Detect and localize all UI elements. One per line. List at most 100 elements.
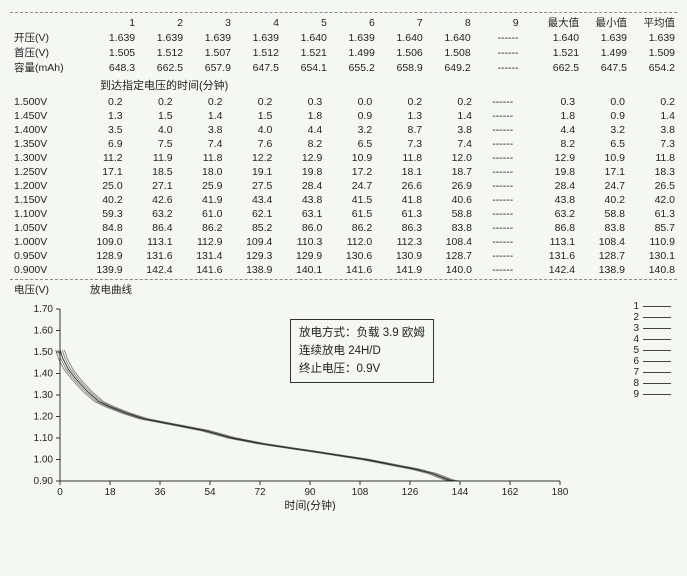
info-line-2: 连续放电 24H/D	[299, 342, 425, 360]
stat-cell: 654.2	[629, 60, 677, 75]
stat-cell: 0.0	[577, 95, 627, 109]
cell: 1.5	[125, 109, 175, 123]
cell: 63.2	[125, 207, 175, 221]
cell: ------	[474, 165, 515, 179]
cell: ------	[474, 249, 515, 263]
info-line-1: 放电方式：负载 3.9 欧姆	[299, 324, 425, 342]
cell: 1.639	[233, 30, 281, 45]
cell: ------	[473, 60, 521, 75]
svg-text:1.70: 1.70	[34, 304, 54, 315]
cell: 43.8	[274, 193, 324, 207]
cell: 61.3	[374, 207, 424, 221]
cell: 1.639	[89, 30, 137, 45]
cell: 141.6	[324, 263, 374, 277]
cell: 654.1	[281, 60, 329, 75]
cell: 7.4	[175, 137, 225, 151]
svg-text:1.10: 1.10	[34, 433, 54, 444]
time-subtitle: 到达指定电压的时间(分钟)	[10, 75, 677, 95]
row-label: 0.900V	[10, 263, 75, 277]
cell: 27.1	[125, 179, 175, 193]
row-label: 首压(V)	[10, 45, 89, 60]
svg-text:1.60: 1.60	[34, 326, 54, 337]
cell: 140.0	[424, 263, 474, 277]
cell: 0.2	[175, 95, 225, 109]
stat-cell: 138.9	[577, 263, 627, 277]
cell: 6.5	[324, 137, 374, 151]
stat-cell: 8.2	[527, 137, 577, 151]
cell: 11.2	[75, 151, 125, 165]
cell: 19.1	[224, 165, 274, 179]
cell: 1.4	[424, 109, 474, 123]
cell: 83.8	[424, 221, 474, 235]
info-line-3: 终止电压：0.9V	[299, 360, 425, 378]
stat-cell: 6.5	[577, 137, 627, 151]
cell: 12.9	[274, 151, 324, 165]
legend-item: 8	[629, 378, 671, 389]
stat-cell: 1.640	[533, 30, 581, 45]
row-label: 开压(V)	[10, 30, 89, 45]
svg-text:54: 54	[204, 487, 216, 498]
row-label: 1.450V	[10, 109, 75, 123]
legend-item: 5	[629, 345, 671, 356]
chart-header-row: 电压(V) 放电曲线	[10, 282, 677, 297]
stat-cell: 12.9	[527, 151, 577, 165]
cell: 26.6	[374, 179, 424, 193]
cell: 4.4	[274, 123, 324, 137]
stat-cell: 1.8	[527, 109, 577, 123]
cell: 0.2	[75, 95, 125, 109]
chart-info-box: 放电方式：负载 3.9 欧姆 连续放电 24H/D 终止电压：0.9V	[290, 319, 434, 383]
cell: 108.4	[424, 235, 474, 249]
cell: 128.7	[424, 249, 474, 263]
chart-area: 1.701.601.501.401.301.201.101.000.900183…	[10, 301, 677, 511]
cell: 1.508	[425, 45, 473, 60]
row-label: 1.000V	[10, 235, 75, 249]
stat-cell: 85.7	[627, 221, 677, 235]
cell: 648.3	[89, 60, 137, 75]
cell: 1.3	[374, 109, 424, 123]
row-label: 1.400V	[10, 123, 75, 137]
cell: 8.7	[374, 123, 424, 137]
stat-cell: 24.7	[577, 179, 627, 193]
cell: 7.5	[125, 137, 175, 151]
cell: 18.0	[175, 165, 225, 179]
stat-cell: 0.2	[627, 95, 677, 109]
stat-cell: 662.5	[533, 60, 581, 75]
cell: 109.4	[224, 235, 274, 249]
cell: 17.1	[75, 165, 125, 179]
stat-cell: 142.4	[527, 263, 577, 277]
cell: 11.8	[374, 151, 424, 165]
svg-text:108: 108	[352, 487, 369, 498]
cell: ------	[474, 179, 515, 193]
cell: 1.5	[224, 109, 274, 123]
cell: 1.640	[281, 30, 329, 45]
cell: ------	[474, 123, 515, 137]
stat-cell: 11.8	[627, 151, 677, 165]
cell: 1.640	[377, 30, 425, 45]
cell: 1.512	[233, 45, 281, 60]
cell: 1.506	[377, 45, 425, 60]
cell: 130.6	[324, 249, 374, 263]
stat-cell: 43.8	[527, 193, 577, 207]
cell: 25.9	[175, 179, 225, 193]
stat-cell: 130.1	[627, 249, 677, 263]
svg-text:90: 90	[304, 487, 316, 498]
svg-text:162: 162	[502, 487, 519, 498]
svg-text:1.00: 1.00	[34, 455, 54, 466]
stat-cell: 17.1	[577, 165, 627, 179]
cell: 59.3	[75, 207, 125, 221]
cell: 85.2	[224, 221, 274, 235]
cell: ------	[474, 207, 515, 221]
cell: 1.639	[137, 30, 185, 45]
cell: 657.9	[185, 60, 233, 75]
cell: 40.6	[424, 193, 474, 207]
cell: 113.1	[125, 235, 175, 249]
cell: 0.2	[224, 95, 274, 109]
stat-cell: 1.509	[629, 45, 677, 60]
cell: 3.2	[324, 123, 374, 137]
stat-cell: 63.2	[527, 207, 577, 221]
cell: 84.8	[75, 221, 125, 235]
cell: 0.9	[324, 109, 374, 123]
cell: 18.5	[125, 165, 175, 179]
cell: 131.6	[125, 249, 175, 263]
legend-item: 1	[629, 301, 671, 312]
